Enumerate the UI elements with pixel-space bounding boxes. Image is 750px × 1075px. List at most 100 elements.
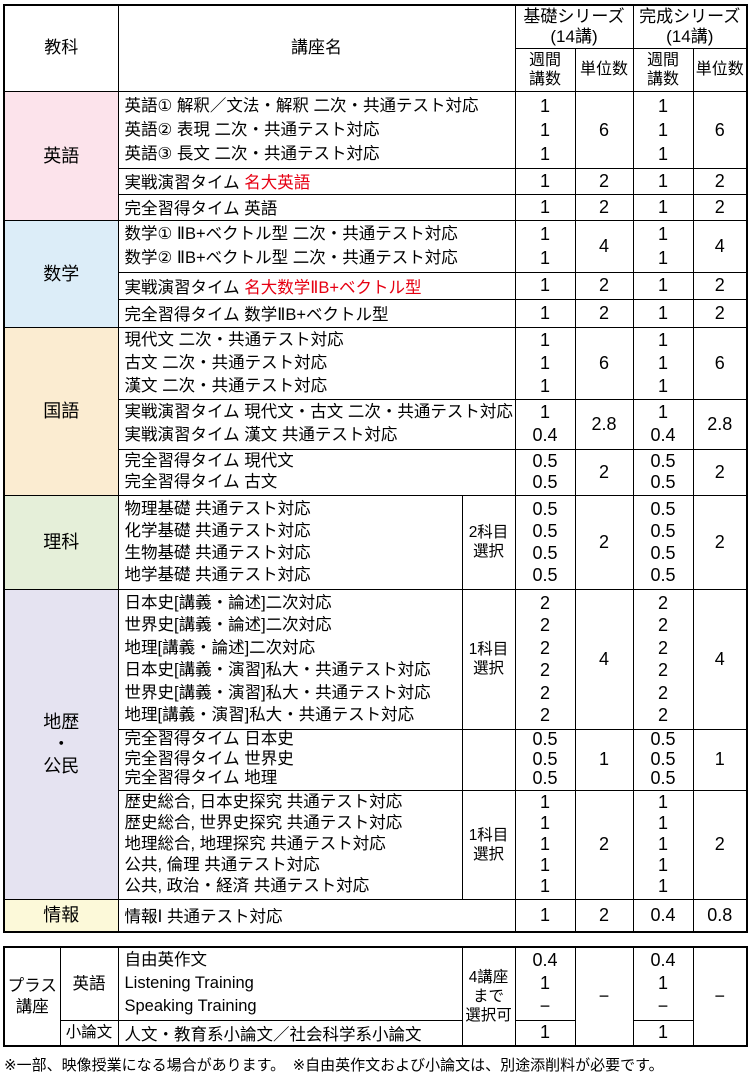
weekly-basic-cell: 1 (514, 167, 576, 195)
table-row-social-common-test: 歴史総合, 日本史探究 共通テスト対応 歴史総合, 世界史探究 共通テスト対応 地理… (4, 789, 748, 900)
units-complete-cell: 2 (692, 271, 748, 300)
units-basic-cell: 2 (574, 448, 634, 496)
course-highlight: 名大英語 (244, 174, 311, 192)
course-cell: 実戦演習タイム 現代文・古文 二次・共通テスト対応 実戦演習タイム 漢文 共通テス… (117, 398, 516, 450)
units-complete-cell: 0.8 (692, 898, 748, 933)
units-complete-cell: 4 (692, 588, 748, 730)
table-row-japanese-core: 国語 現代文 二次・共通テスト対応 古文 二次・共通テスト対応 漢文 二次・共通テス… (3, 326, 748, 496)
weekly-complete-cell: 0.4 1− (632, 946, 694, 1021)
course-cell: 完全習得タイム 日本史 完全習得タイム 世界史 完全習得タイム 地理 (117, 728, 463, 791)
table-row-social-mastery: 完全習得タイム 日本史 完全習得タイム 世界史 完全習得タイム 地理 0.5 0.5 0… (4, 728, 748, 791)
table-row-information: 情報 情報Ⅰ 共通テスト対応 1 2 0.4 0.8 (3, 898, 748, 933)
weekly-complete-cell: 1 (632, 298, 694, 328)
units-basic-cell: 4 (574, 588, 634, 730)
subject-cell-science: 理科 (3, 494, 119, 590)
course-cell: 人文・教育系小論文／社会科学系小論文 (117, 1019, 463, 1047)
weekly-complete-cell: 0.5 0.5 0.5 0.5 (632, 494, 694, 590)
course-cell: 情報Ⅰ 共通テスト対応 (117, 898, 516, 933)
header-complete-weekly: 週間 講数 (632, 47, 694, 92)
selection-cell: 4講座 まで 選択可 (461, 946, 516, 1047)
selection-cell: 1科目 選択 (461, 588, 516, 730)
header-row-measures: 週間 講数 単位数 週間 講数 単位数 (4, 47, 748, 92)
subject-cell-social: 地歴・公民 (3, 588, 119, 900)
units-complete-cell: − (692, 946, 748, 1047)
units-complete-cell: 2 (692, 448, 748, 496)
course-cell: 完全習得タイム 英語 (117, 193, 516, 221)
course-highlight: 名大数学ⅡB+ベクトル型 (244, 278, 422, 297)
header-complete-units: 単位数 (692, 47, 748, 92)
units-basic-cell: 2 (574, 789, 634, 900)
weekly-complete-cell: 1 (632, 167, 694, 195)
header-complete-series: 完成シリーズ (14講) (632, 4, 748, 49)
header-basic-series: 基礎シリーズ (14講) (514, 4, 634, 49)
units-basic-cell: 4 (574, 219, 634, 273)
units-basic-cell: 2 (574, 193, 634, 221)
units-complete-cell: 2 (692, 193, 748, 221)
header-row-series: 教科 講座名 基礎シリーズ (14講) 完成シリーズ (14講) (3, 4, 748, 92)
table-row-plus-essay: 小論文 人文・教育系小論文／社会科学系小論文 1 1 (4, 1019, 747, 1047)
units-complete-cell: 4 (692, 219, 748, 273)
header-subject: 教科 (3, 4, 119, 92)
units-complete-cell: 2 (692, 494, 748, 590)
table-row-math-core: 数学 数学① ⅡB+ベクトル型 二次・共通テスト対応 数学② ⅡB+ベクトル型 二… (3, 219, 748, 328)
course-cell: 完全習得タイム 数学ⅡB+ベクトル型 (117, 298, 516, 328)
weekly-basic-cell: 0.5 0.5 0.5 0.5 (514, 494, 576, 590)
weekly-basic-cell: 1 (514, 898, 576, 933)
units-basic-cell: 6 (574, 326, 634, 400)
subject-cell-math: 数学 (3, 219, 119, 328)
units-basic-cell: 6 (574, 90, 634, 169)
course-text: 実戦演習タイム (124, 278, 245, 297)
weekly-basic-cell: 0.5 0.5 0.5 (514, 728, 576, 791)
units-basic-cell: − (574, 946, 634, 1047)
units-complete-cell: 6 (692, 90, 748, 169)
course-cell: 実戦演習タイム 名大英語 (117, 167, 516, 195)
subject-cell-plus-course: プラス 講座 (3, 946, 61, 1047)
units-basic-cell: 2 (574, 494, 634, 590)
weekly-basic-cell: 1 0.4 (514, 398, 576, 450)
course-cell: 実戦演習タイム 名大数学ⅡB+ベクトル型 (117, 271, 516, 300)
units-complete-cell: 2 (692, 298, 748, 328)
units-complete-cell: 1 (692, 728, 748, 791)
units-complete-cell: 6 (692, 326, 748, 400)
subject-cell-information: 情報 (3, 898, 119, 933)
course-cell: 完全習得タイム 現代文 完全習得タイム 古文 (117, 448, 516, 496)
subject-cell-english: 英語 (3, 90, 119, 221)
course-cell: 現代文 二次・共通テスト対応 古文 二次・共通テスト対応 漢文 二次・共通テスト対応 (117, 326, 516, 400)
header-basic-weekly: 週間 講数 (514, 47, 576, 92)
table-gap (0, 933, 750, 946)
selection-cell-empty (461, 728, 516, 791)
weekly-complete-cell: 1 (632, 193, 694, 221)
plus-course-table: プラス 講座 英語 自由英作文 Listening Training Speaking… (3, 946, 748, 1047)
curriculum-table: 教科 講座名 基礎シリーズ (14講) 完成シリーズ (14講) 週間 講数 単位数 … (3, 4, 748, 933)
sub-subject-cell-essay: 小論文 (59, 1019, 119, 1047)
weekly-basic-cell: 1 (514, 298, 576, 328)
weekly-complete-cell: 1 0.4 (632, 398, 694, 450)
weekly-basic-cell: 1 (514, 193, 576, 221)
sub-subject-cell-english: 英語 (59, 946, 119, 1021)
units-basic-cell: 2 (574, 898, 634, 933)
weekly-basic-cell: 1 (514, 1019, 576, 1047)
header-basic-units: 単位数 (574, 47, 634, 92)
table-row-plus-english: プラス 講座 英語 自由英作文 Listening Training Speaking… (3, 946, 748, 1047)
selection-cell: 1科目 選択 (461, 789, 516, 900)
weekly-complete-cell: 0.5 0.5 0.5 (632, 728, 694, 791)
footnote: ※一部、映像授業になる場合があります。 ※自由英作文および小論文は、別途添削料が… (4, 1057, 664, 1074)
units-basic-cell: 2 (574, 298, 634, 328)
course-cell: 自由英作文 Listening Training Speaking Training (117, 946, 463, 1021)
header-course: 講座名 (117, 4, 516, 92)
units-complete-cell: 2 (692, 167, 748, 195)
table-row-science: 理科 物理基礎 共通テスト対応 化学基礎 共通テスト対応 生物基礎 共通テスト対応地… (3, 494, 748, 590)
units-basic-cell: 2 (574, 271, 634, 300)
weekly-basic-cell: 0.5 0.5 (514, 448, 576, 496)
weekly-complete-cell: 1 (632, 1019, 694, 1047)
course-cell: 数学① ⅡB+ベクトル型 二次・共通テスト対応 数学② ⅡB+ベクトル型 二次・共… (117, 219, 516, 273)
weekly-basic-cell: 0.4 1− (514, 946, 576, 1021)
table-row-social-lecture: 地歴・公民 日本史[講義・論述]二次対応 世界史[講義・論述]二次対応 地理[講義・… (3, 588, 748, 900)
